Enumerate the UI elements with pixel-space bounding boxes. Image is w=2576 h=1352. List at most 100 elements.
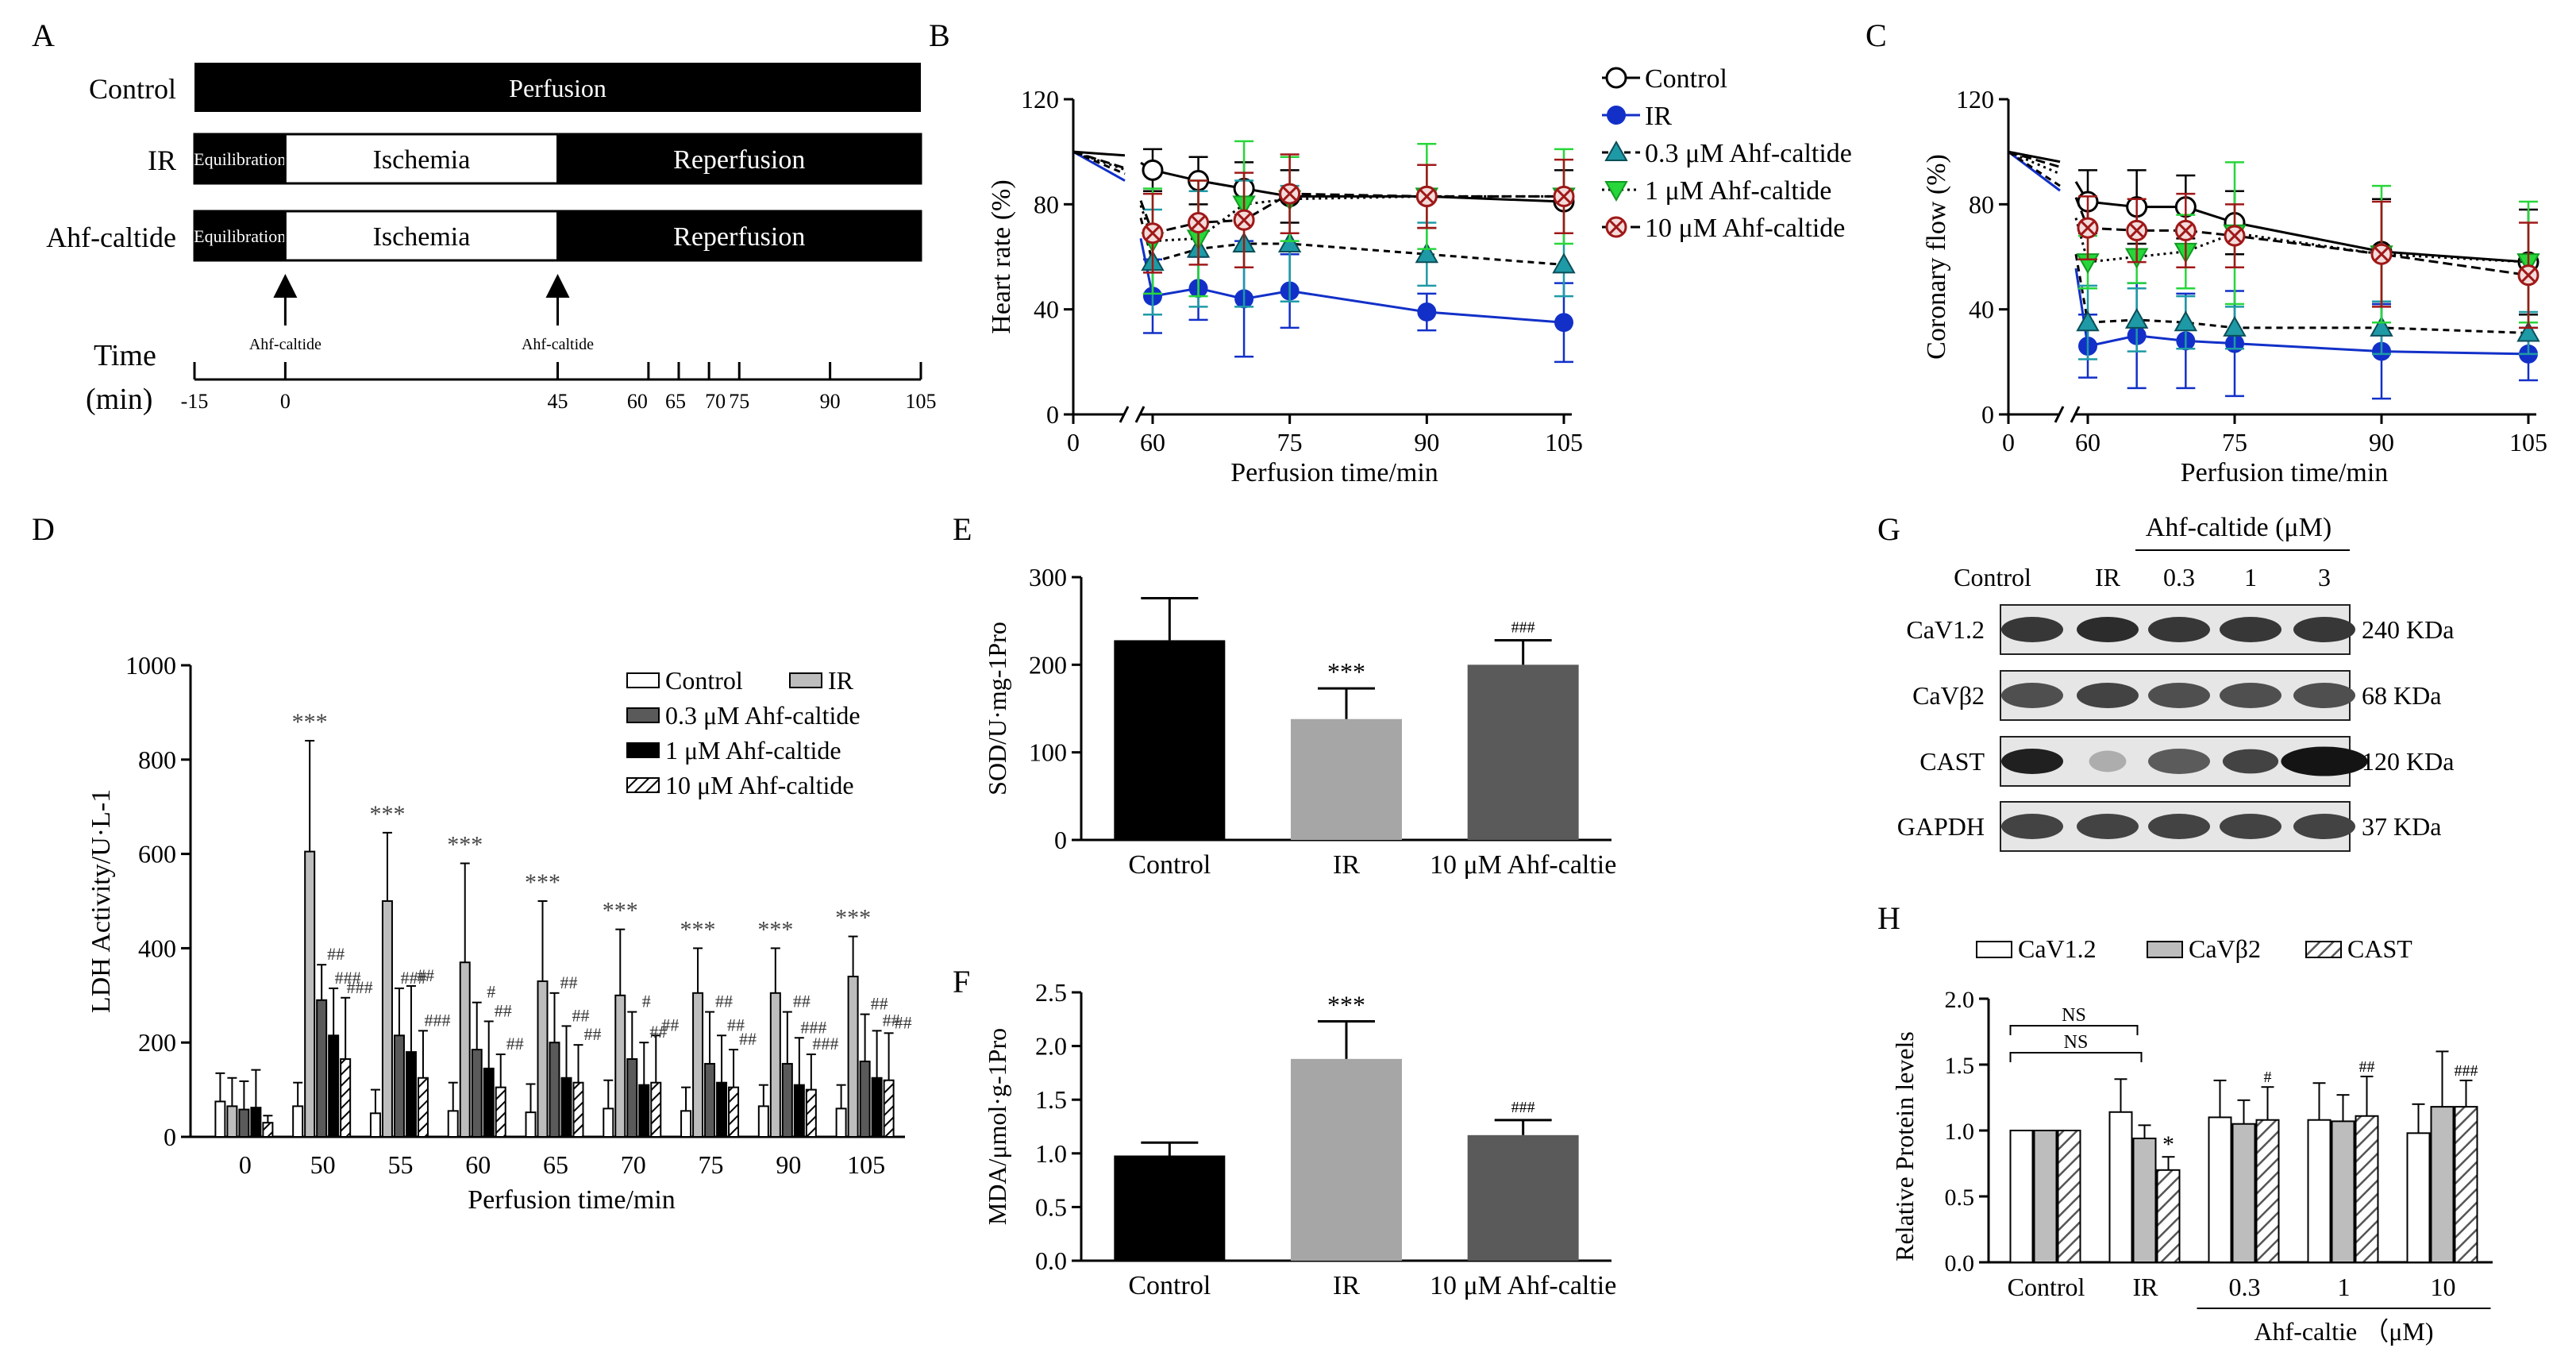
bar: [2454, 1106, 2478, 1263]
significance-marker: *: [2162, 1131, 2174, 1157]
panel-label-f: F: [953, 964, 970, 1000]
timeline-tick-label: 70: [705, 390, 726, 413]
blot-band: [2077, 683, 2139, 708]
time-arrow-label: Ahf-caltide: [522, 336, 594, 353]
protocol-segment: [193, 133, 287, 185]
bar: [2430, 1106, 2455, 1263]
legend-label: 0.3 μM Ahf-caltide: [665, 701, 861, 730]
y-tick-label: 1.0: [1945, 1119, 1975, 1145]
timeline-tick-label: 65: [665, 390, 686, 413]
significance-bracket: [2009, 1025, 2139, 1035]
significance-marker: ##: [871, 994, 888, 1014]
significance-marker: ##: [715, 992, 733, 1011]
panel-c-coronary-flow-chart: 0 40 80 120 0 60 75 90 105 Perfusion time/min Coro…: [1922, 85, 2547, 487]
bar: [2406, 1132, 2431, 1263]
series-line: [1152, 195, 1564, 243]
series-line: [2087, 318, 2529, 334]
blot-band: [2222, 749, 2279, 774]
protocol-bar-label: Perfusion: [509, 74, 606, 102]
panel-f-mda-chart: 0.0 0.5 1.0 1.5 2.0 2.5 MDA/μmol·g-1Pro Control…: [983, 978, 1616, 1300]
series-line: [1072, 150, 1126, 171]
y-axis-label: LDH Activity/U·L-1: [87, 789, 116, 1013]
y-tick-label: 0.5: [1035, 1192, 1067, 1221]
blot-band: [2220, 617, 2281, 642]
bar: [603, 1107, 614, 1138]
bar: [1114, 640, 1226, 840]
y-tick-label: 200: [1029, 650, 1067, 679]
protocol-row-label: IR: [148, 144, 176, 176]
bar: [495, 1086, 506, 1138]
blot-header: Ahf-caltide (μM): [2146, 513, 2331, 542]
x-tick-label: 0: [2002, 428, 2015, 456]
bar: [692, 992, 704, 1138]
blot-band: [2001, 749, 2063, 774]
x-tick-label: IR: [1333, 850, 1360, 880]
timeline-tick-label: -15: [181, 390, 209, 413]
bar: [626, 1057, 638, 1138]
data-point: [2516, 321, 2540, 342]
x-tick-label: 10 μM Ahf-caltie: [1430, 850, 1616, 880]
data-point-cross: [2227, 228, 2243, 244]
significance-marker: ##: [727, 1015, 745, 1034]
data-point-cross: [1237, 213, 1252, 228]
series-line: [1152, 242, 1565, 266]
bar: [381, 900, 393, 1138]
bar: [2033, 1130, 2058, 1263]
bar: [471, 1049, 483, 1138]
legend-label: 10 μM Ahf-caltide: [665, 771, 854, 799]
significance-marker: ***: [603, 898, 638, 924]
series-line: [1152, 287, 1565, 324]
protocol-segment-label: Equilibration: [194, 226, 286, 246]
data-point: [2370, 315, 2393, 337]
x-tick-label: 0: [1067, 428, 1080, 456]
data-point: [2076, 310, 2100, 332]
legend-swatch: [626, 742, 660, 758]
significance-marker: ###: [424, 1010, 450, 1030]
timeline-tick-label: 60: [627, 390, 648, 413]
bar: [769, 992, 781, 1138]
significance-marker: ##: [584, 1024, 602, 1044]
axis-break: [2070, 406, 2081, 423]
x-tick-label: 75: [699, 1150, 724, 1179]
bar: [1467, 664, 1579, 840]
axis-break: [2054, 406, 2065, 423]
bar: [2009, 1130, 2034, 1263]
timeline-tick-label: 0: [280, 390, 291, 413]
panel-label-g: G: [1877, 511, 1900, 547]
significance-marker: ***: [680, 916, 716, 942]
bar: [793, 1084, 805, 1138]
panel-label-b: B: [929, 17, 950, 53]
bar: [328, 1034, 340, 1138]
blot-row-label: GAPDH: [1897, 812, 1985, 841]
blot-kda-label: 68 KDa: [2362, 681, 2441, 710]
protocol-segment-label: Reperfusion: [673, 222, 805, 252]
significance-marker: ***: [835, 905, 871, 931]
y-tick-label: 1.5: [1945, 1053, 1975, 1079]
bar: [262, 1122, 274, 1138]
blot-band: [2220, 814, 2281, 839]
x-tick-label: 50: [310, 1150, 336, 1179]
blot-row-label: CaVβ2: [1912, 681, 1985, 710]
bar: [393, 1034, 405, 1138]
data-point: [1552, 252, 1576, 274]
bar: [2231, 1123, 2256, 1263]
significance-marker: #: [2264, 1069, 2272, 1086]
x-tick-label: Control: [2008, 1273, 2085, 1301]
y-tick-label: 800: [138, 745, 176, 774]
bar: [1291, 718, 1402, 840]
significance-marker: ##: [2359, 1058, 2375, 1076]
x-tick-label: IR: [1333, 1271, 1360, 1300]
data-point: [1554, 313, 1573, 333]
legend-label: Control: [665, 666, 743, 695]
significance-marker: ##: [895, 1012, 912, 1032]
blot-band: [2148, 749, 2210, 774]
timeline-tick-label: 75: [729, 390, 749, 413]
panel-label-h: H: [1877, 900, 1900, 936]
blot-band: [2077, 617, 2139, 642]
x-tick-label: 55: [387, 1150, 413, 1179]
bar: [2355, 1115, 2379, 1263]
y-tick-label: 600: [138, 840, 176, 869]
x-axis-label: Perfusion time/min: [2181, 458, 2389, 487]
x-tick-label: 105: [1545, 428, 1583, 456]
y-tick-label: 40: [1034, 295, 1059, 324]
